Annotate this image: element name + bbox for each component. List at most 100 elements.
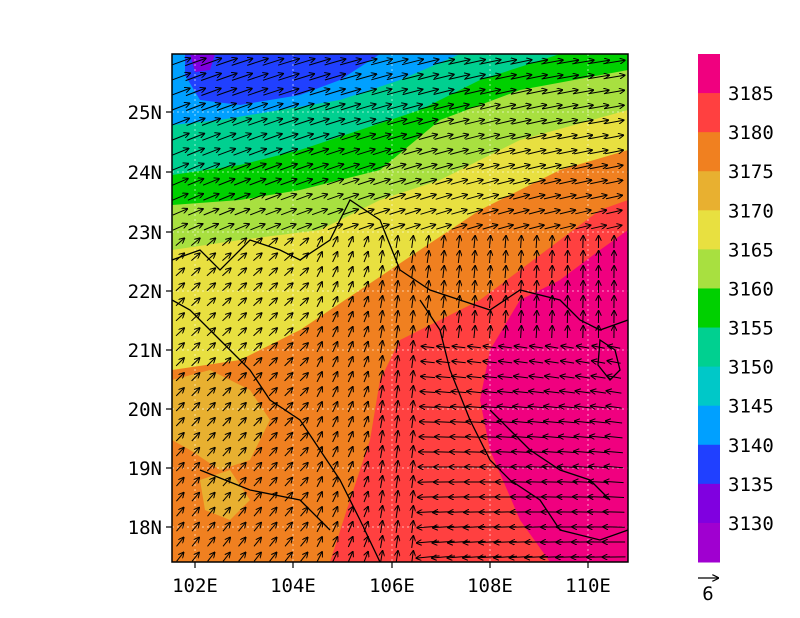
wind-arrow: [299, 403, 308, 412]
wind-arrow: [299, 298, 308, 307]
wind-arrow: [435, 422, 452, 423]
wind-arrow: [299, 268, 308, 277]
wind-arrow: [528, 421, 545, 422]
wind-arrow: [521, 296, 522, 309]
wind-arrow: [419, 150, 436, 155]
wind-arrow: [364, 282, 368, 293]
wind-arrow: [207, 538, 215, 547]
wind-arrow: [263, 104, 283, 111]
wind-arrow: [295, 149, 312, 156]
wind-arrow: [427, 296, 429, 308]
wind-arrow: [510, 75, 532, 80]
wind-arrow: [544, 406, 560, 408]
wind-arrow: [604, 497, 625, 498]
wind-arrow: [206, 238, 215, 246]
wind-arrow: [433, 75, 453, 80]
wind-arrow: [172, 88, 189, 96]
wind-arrow: [528, 436, 546, 437]
wind-arrow: [340, 89, 361, 96]
wind-arrow: [418, 135, 437, 140]
colorbar-swatch: [698, 93, 720, 133]
colorbar-swatch: [698, 249, 720, 289]
wind-arrow: [238, 523, 246, 532]
wind-arrow: [474, 311, 475, 324]
wind-arrow: [237, 433, 245, 442]
wind-arrow: [268, 343, 277, 352]
wind-arrow: [206, 268, 215, 277]
colorbar-swatch: [698, 171, 720, 211]
wind-arrow: [521, 266, 522, 279]
wind-arrow: [237, 403, 246, 412]
wind-arrow: [253, 388, 262, 397]
wind-arrow: [381, 506, 383, 518]
wind-arrow: [295, 179, 312, 186]
wind-arrow: [452, 361, 466, 363]
wind-arrow: [187, 164, 203, 171]
wind-arrow: [606, 421, 623, 423]
wind-arrow: [605, 150, 623, 155]
wind-arrow: [237, 253, 246, 261]
wind-arrow: [381, 536, 383, 548]
wind-arrow: [588, 120, 608, 125]
wind-arrow: [396, 461, 398, 473]
wind-arrow: [527, 135, 545, 140]
wind-arrow: [490, 296, 491, 309]
wind-arrow: [452, 391, 467, 392]
wind-arrow: [280, 194, 296, 201]
wind-arrow: [468, 376, 482, 377]
wind-arrow: [222, 553, 230, 562]
wind-arrow: [453, 346, 466, 348]
wind-arrow: [187, 179, 204, 186]
wind-arrow: [188, 209, 203, 216]
wind-arrow: [505, 236, 506, 249]
wind-arrow: [217, 149, 235, 156]
wind-arrow: [341, 149, 359, 156]
wind-arrow: [499, 376, 513, 378]
colorbar-label: 3165: [728, 239, 774, 261]
wind-arrow: [247, 74, 268, 81]
wind-arrow: [387, 134, 406, 141]
wind-arrow: [269, 493, 276, 502]
wind-arrow: [216, 89, 236, 96]
wind-arrow: [386, 59, 408, 66]
wind-arrow: [347, 432, 352, 443]
wind-arrow: [545, 376, 560, 378]
wind-arrow: [421, 361, 435, 362]
wind-arrow: [233, 149, 251, 156]
wind-arrow: [316, 387, 322, 398]
wind-arrow: [299, 328, 308, 337]
wind-arrow: [381, 491, 383, 503]
wind-arrow: [332, 237, 338, 248]
wind-arrow: [403, 119, 422, 126]
wind-arrow: [202, 179, 219, 186]
wind-arrow: [284, 253, 292, 261]
wind-arrow: [222, 298, 231, 307]
wind-arrow: [606, 406, 622, 408]
wind-arrow: [355, 74, 376, 81]
wind-arrow: [176, 508, 184, 517]
wind-arrow: [417, 59, 439, 66]
wind-arrow: [513, 436, 530, 437]
wind-arrow: [268, 388, 277, 397]
wind-arrow: [575, 406, 591, 408]
wind-arrow: [542, 105, 561, 110]
wind-arrow: [530, 376, 544, 378]
wind-arrow: [526, 120, 546, 125]
wind-arrow: [269, 508, 277, 517]
wind-arrow: [381, 431, 383, 443]
wind-arrow: [434, 135, 453, 140]
wind-arrow: [417, 74, 438, 81]
wind-arrow: [513, 421, 530, 422]
wind-arrow: [405, 225, 419, 230]
wind-arrow: [253, 463, 261, 472]
wind-arrow: [327, 209, 343, 216]
wind-arrow: [332, 312, 338, 323]
wind-arrow: [357, 149, 374, 156]
wind-arrow: [309, 74, 329, 81]
wind-arrow: [536, 326, 537, 339]
wind-arrow: [175, 298, 184, 307]
wind-arrow: [284, 268, 292, 277]
wind-arrow: [381, 251, 383, 263]
wind-arrow: [300, 493, 307, 502]
wind-arrow: [252, 238, 261, 246]
